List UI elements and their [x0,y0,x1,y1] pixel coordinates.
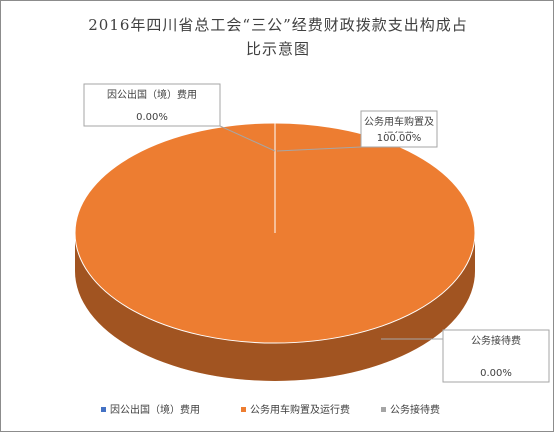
data-label-value: 0.00% [480,368,512,379]
label-box [83,83,221,127]
chart-title: 2016年四川省总工会“三公”经费财政拨款支出构成占比示意图 [88,16,468,58]
leader-line [276,146,362,152]
legend-swatch [241,407,246,412]
label-box [360,110,438,148]
data-label-value: 100.00% [377,133,422,144]
leader-line [219,125,276,152]
data-label-name: 公务用车购置及运行费 [364,117,434,133]
pie-side [75,233,475,381]
legend-label: 公务接待费 [390,403,440,416]
legend-swatch [101,407,106,412]
legend-label: 因公出国（境）费用 [110,403,200,416]
legend-label: 公务用车购置及运行费 [250,403,350,416]
data-label-value: 0.00% [136,112,168,123]
data-label-name: 公务接待费 [471,336,521,347]
data-label-name: 因公出国（境）费用 [107,90,197,101]
legend-swatch [381,407,386,412]
label-name-wrap: 公务接待费 [471,336,521,347]
pie-side-shade [75,233,475,381]
label-name-wrap: 因公出国（境）费用 [107,90,197,101]
label-box [442,329,550,383]
label-name-wrap: 公务用车购置及运行费 [364,117,434,133]
